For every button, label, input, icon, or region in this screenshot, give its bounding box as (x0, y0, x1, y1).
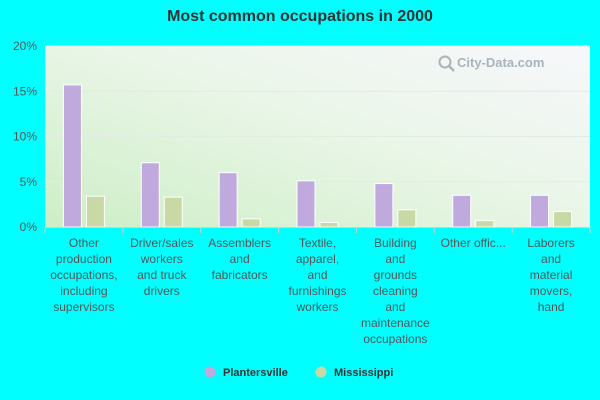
bar-plantersville-5 (452, 194, 472, 228)
legend-label: Plantersville (223, 367, 288, 379)
legend: Plantersville Mississippi (204, 366, 393, 379)
category-label: Textile, apparel, and furnishings workers (288, 236, 346, 314)
y-tick-label: 10% (13, 130, 37, 144)
bar-plantersville-0 (62, 84, 82, 228)
y-axis-ticks: 0% 5% 10% 15% 20% (13, 39, 37, 234)
legend-swatch (204, 366, 216, 378)
watermark-text: City-Data.com (457, 55, 544, 70)
category-label: Laborers and material movers, hand (527, 236, 574, 314)
bar-plantersville-4 (374, 183, 394, 228)
magnifier-icon (438, 55, 455, 72)
legend-swatch (315, 366, 327, 378)
grid-lines (45, 45, 590, 183)
bar-mississippi-0 (85, 195, 105, 228)
watermark: City-Data.com (438, 55, 544, 72)
bar-mississippi-2 (241, 218, 261, 228)
category-label: Driver/sales workers and truck drivers (130, 236, 193, 298)
category-label: Assemblers and fabricators (208, 236, 271, 282)
bars (62, 84, 573, 228)
category-label: Building and grounds cleaning and maintenance… (361, 236, 430, 346)
bar-mississippi-6 (553, 211, 573, 228)
bar-plantersville-1 (140, 162, 160, 228)
legend-label: Mississippi (334, 367, 393, 379)
legend-item-mississippi: Mississippi (315, 366, 393, 379)
bar-mississippi-1 (163, 196, 183, 228)
bar-mississippi-5 (475, 220, 495, 228)
legend-item-plantersville: Plantersville (204, 366, 288, 379)
bar-plantersville-2 (218, 172, 238, 228)
y-tick-label: 5% (20, 175, 38, 189)
y-tick-label: 20% (13, 39, 37, 53)
bar-mississippi-4 (397, 209, 417, 228)
category-label: Other offic... (441, 236, 506, 250)
chart-title: Most common occupations in 2000 (167, 8, 433, 25)
bar-mississippi-3 (319, 221, 339, 228)
category-label: Other production occupations, including supe… (50, 236, 117, 314)
bar-plantersville-3 (296, 180, 316, 228)
x-axis: Other production occupations, including supe… (44, 227, 591, 346)
y-tick-label: 15% (13, 84, 37, 98)
y-tick-label: 0% (20, 220, 38, 234)
bar-plantersville-6 (530, 194, 550, 228)
